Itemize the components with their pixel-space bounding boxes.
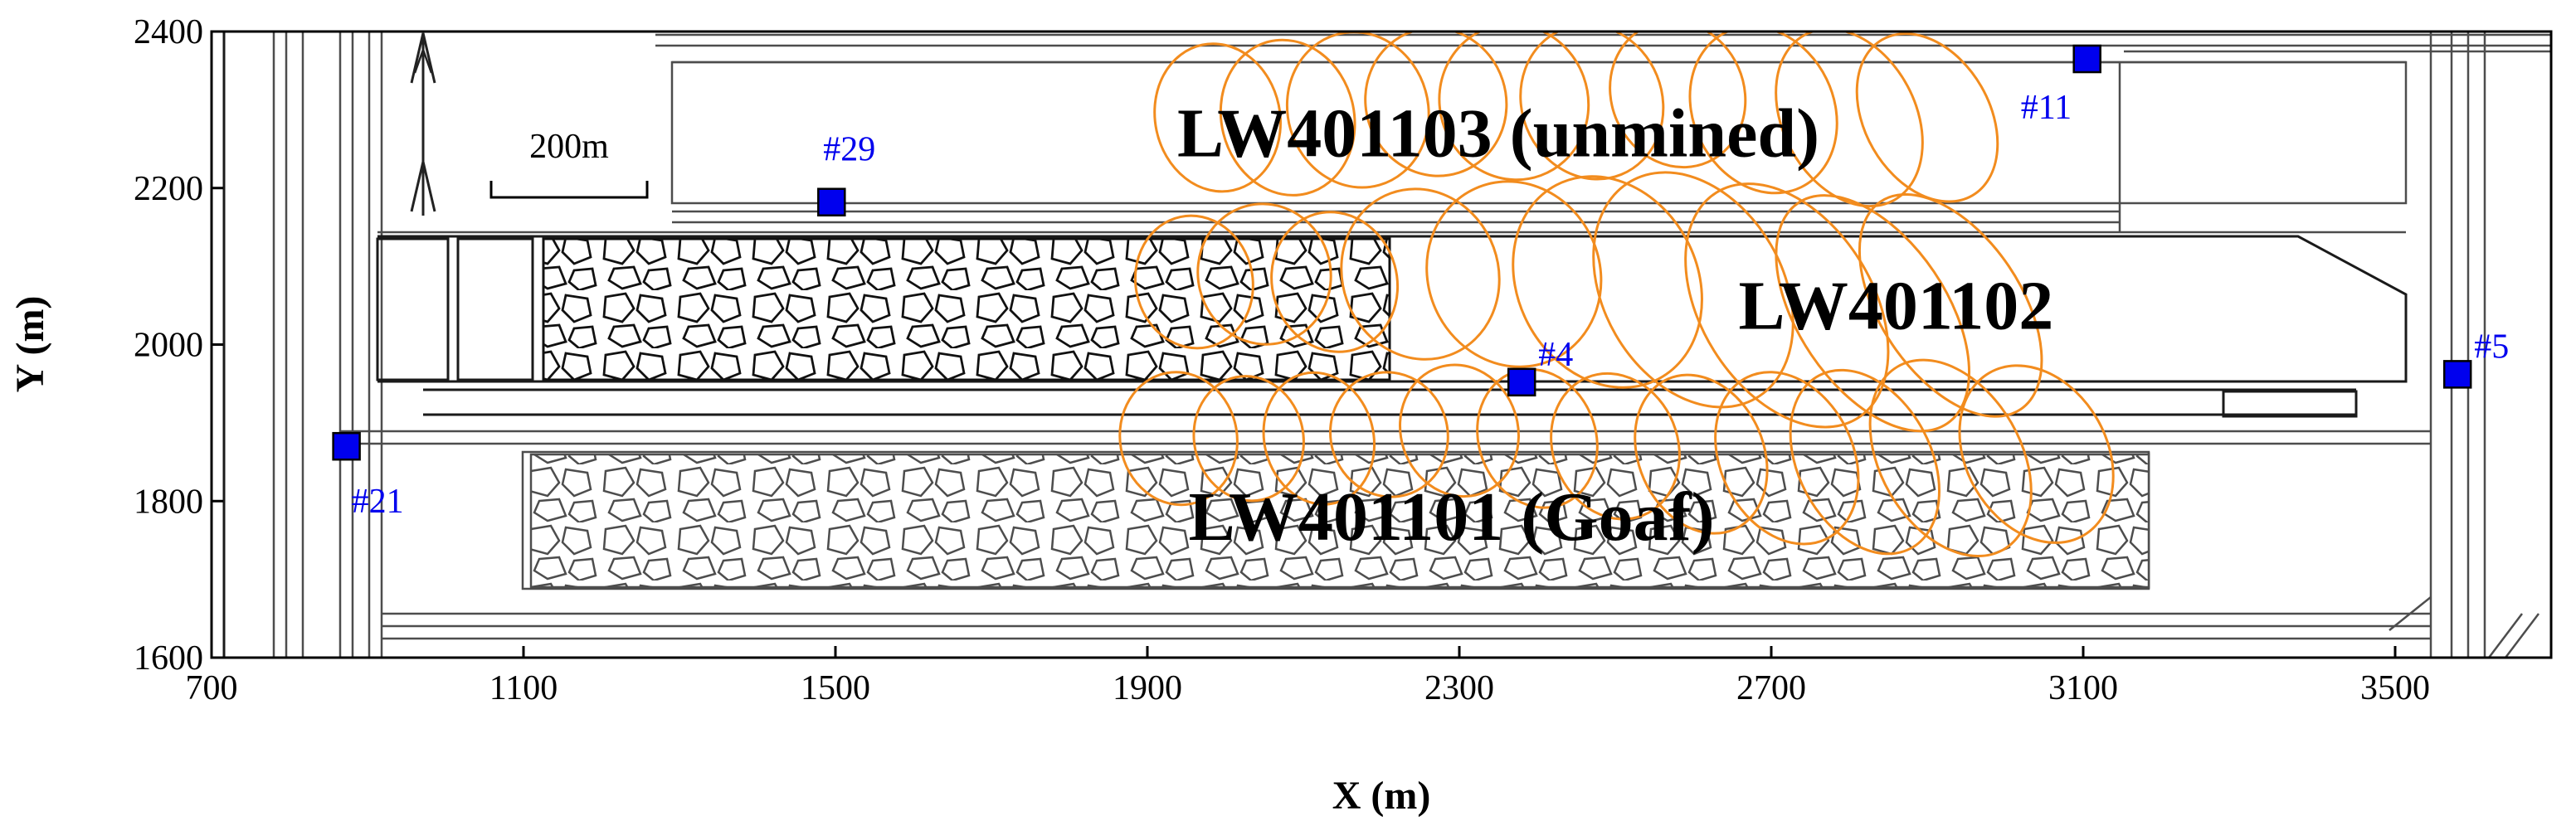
location-error-ellipse: [1270, 211, 1400, 353]
panel-label-lw401102: LW401102: [1739, 267, 2054, 344]
location-error-ellipse: [1133, 214, 1254, 350]
y-tick-label: 2400: [134, 13, 203, 51]
location-error-ellipse: [1285, 32, 1430, 189]
location-error-ellipse: [1192, 375, 1305, 503]
x-axis-title: X (m): [1332, 774, 1431, 818]
station-label: #4: [1538, 336, 1573, 374]
location-error-ellipse: [1958, 364, 2115, 544]
y-tick-label: 1600: [134, 639, 203, 678]
panel-labels: LW401103 (unmined) LW401102 LW401101 (Goaf…: [1177, 95, 2053, 556]
location-error-ellipse: [1329, 371, 1449, 498]
location-error-ellipse: [1153, 42, 1282, 193]
station-label: #11: [2021, 89, 2072, 127]
scale-bar: 200m: [489, 128, 649, 199]
x-tick-label: 3500: [2360, 669, 2430, 707]
plot-axes: 700 1100 1500 1900 2300 2700 3100 3500 1600 1800…: [8, 13, 2553, 818]
station-label: #5: [2474, 328, 2509, 366]
station-marker[interactable]: [817, 187, 846, 216]
panel-label-lw401101: LW401101 (Goaf): [1189, 479, 1715, 556]
station-label: #29: [823, 131, 875, 169]
x-tick-label: 2300: [1424, 669, 1494, 707]
location-error-ellipse: [1340, 187, 1501, 361]
location-error-ellipse: [1858, 192, 2043, 418]
station-marker[interactable]: [1507, 367, 1536, 397]
location-error-ellipse: [1438, 32, 1590, 182]
location-error-ellipse: [1634, 373, 1769, 535]
x-tick-label: 1500: [801, 669, 870, 707]
location-error-ellipse: [1609, 32, 1747, 169]
stations: #29 #11 #4 #5 #21: [332, 44, 2509, 521]
scale-bar-label: 200m: [529, 128, 609, 166]
location-error-ellipse: [1196, 202, 1332, 346]
north-arrow-icon: [410, 32, 436, 216]
location-error-ellipse: [1714, 371, 1860, 546]
station-marker[interactable]: [332, 431, 361, 461]
location-error-ellipse: [1855, 32, 1999, 203]
panel-label-lw401103: LW401103 (unmined): [1177, 95, 1819, 172]
source-location-ellipses: [1118, 32, 2115, 558]
location-error-ellipse: [1519, 32, 1665, 181]
location-error-ellipse: [1262, 371, 1376, 506]
location-error-ellipse: [1775, 32, 1924, 208]
location-error-ellipse: [1118, 371, 1239, 507]
location-error-ellipse: [1775, 194, 1971, 433]
x-tick-label: 2700: [1736, 669, 1806, 707]
station-marker[interactable]: [2072, 44, 2101, 74]
location-error-ellipse: [1364, 32, 1508, 177]
x-tick-label: 3100: [2048, 669, 2118, 707]
location-error-ellipse: [1789, 368, 1941, 556]
y-axis-ticks: 1600 1800 2000 2200 2400: [134, 13, 223, 678]
location-error-ellipse: [1868, 358, 2033, 558]
x-tick-label: 1900: [1113, 669, 1182, 707]
location-error-ellipse: [1550, 372, 1681, 521]
location-error-ellipse: [1425, 180, 1603, 368]
roadway-network: [222, 32, 2551, 658]
x-tick-label: 1100: [489, 669, 558, 707]
station-marker[interactable]: [2442, 360, 2472, 389]
x-tick-label: 700: [186, 669, 238, 707]
x-axis-ticks: 700 1100 1500 1900 2300 2700 3100 3500: [186, 646, 2430, 707]
location-error-ellipse: [1219, 38, 1356, 197]
location-error-ellipse: [1399, 363, 1520, 498]
y-axis-title: Y (m): [8, 296, 52, 393]
y-tick-label: 2000: [134, 327, 203, 365]
y-tick-label: 1800: [134, 483, 203, 521]
station-label: #21: [352, 483, 404, 521]
y-tick-label: 2200: [134, 170, 203, 208]
